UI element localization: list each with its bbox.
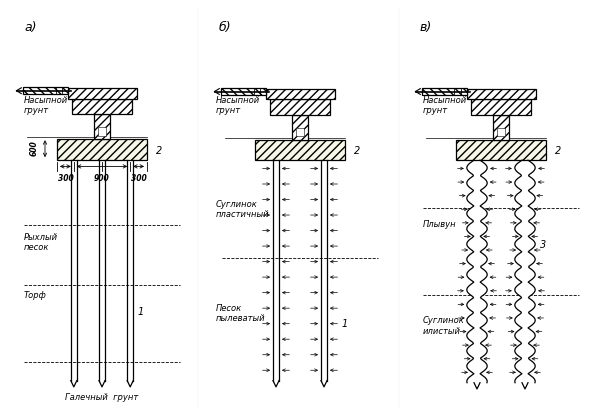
Text: Насыпной
грунт: Насыпной грунт [24, 96, 68, 115]
Bar [72, 99, 132, 114]
Text: 600: 600 [30, 140, 39, 156]
Text: Насыпной
грунт: Насыпной грунт [423, 96, 467, 115]
Text: б): б) [219, 21, 232, 34]
Bar [467, 89, 536, 99]
Bar [265, 89, 335, 99]
Text: а): а) [24, 21, 37, 34]
Text: 2: 2 [156, 146, 162, 156]
Bar [421, 88, 467, 95]
Bar [23, 87, 68, 94]
Text: 300: 300 [58, 174, 73, 183]
Text: Песок
пылеватый: Песок пылеватый [216, 304, 266, 323]
Text: Торф: Торф [24, 291, 47, 300]
Text: 300: 300 [131, 174, 146, 183]
Text: 1: 1 [342, 319, 348, 329]
Bar [221, 88, 265, 95]
Bar [456, 140, 546, 160]
Text: 2: 2 [555, 146, 561, 156]
Bar [68, 88, 137, 99]
Text: 3: 3 [540, 240, 546, 250]
Text: Суглинок
пластичный: Суглинок пластичный [216, 200, 269, 219]
Text: Насыпной
грунт: Насыпной грунт [216, 96, 260, 115]
Text: в): в) [420, 21, 432, 34]
Text: Плывун: Плывун [423, 220, 457, 230]
Bar [255, 140, 345, 160]
Bar [471, 99, 531, 115]
Bar [57, 139, 147, 160]
Text: Галечный  грунт: Галечный грунт [65, 393, 139, 402]
Text: Суглинок
илистый: Суглинок илистый [423, 316, 465, 336]
Bar [292, 115, 308, 140]
Text: 2: 2 [354, 146, 360, 156]
Bar [94, 114, 110, 139]
Bar [98, 127, 106, 136]
Polygon shape [467, 160, 487, 383]
Text: Рыхлый
песок: Рыхлый песок [24, 233, 58, 253]
Polygon shape [515, 160, 535, 383]
Bar [270, 99, 330, 115]
Text: 1: 1 [138, 307, 144, 317]
Bar [497, 128, 505, 136]
Text: 900: 900 [94, 174, 110, 183]
Bar [493, 115, 509, 140]
Bar [296, 128, 304, 136]
